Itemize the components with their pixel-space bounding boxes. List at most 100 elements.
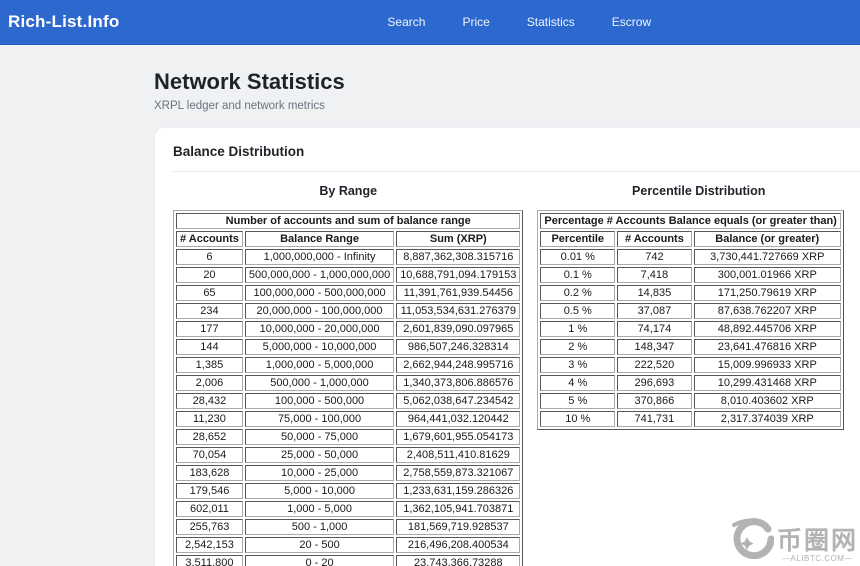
table-cell: 0.1 % [540,267,616,283]
table-cell: 181,569,719.928537 [396,519,521,535]
table-cell: 11,053,534,631.276379 [396,303,521,319]
watermark-cn-text: 币圈网 [776,527,858,555]
table-row: 11,230 75,000 - 100,000 964,441,032.120442 [176,411,521,427]
table-row: 65 100,000,000 - 500,000,000 11,391,761,93… [176,285,521,301]
table-cell: 2,662,944,248.995716 [396,357,521,373]
column-header-percentile: Percentile [540,231,616,247]
table-cell: 370,866 [617,393,692,409]
table-cell: 500 - 1,000 [244,519,395,535]
balance-distribution-card: Balance Distribution By Range Number of … [154,127,860,566]
table-cell: 11,230 [176,411,243,427]
table-row: 3 % 222,520 15,009.996933 XRP [540,357,841,373]
table-cell: 1,385 [176,357,243,373]
table-row: 179,546 5,000 - 10,000 1,233,631,159.28632… [176,483,521,499]
table-cell: 37,087 [617,303,692,319]
coin-circle-logo-icon [730,515,775,564]
table-cell: 2,542,153 [176,537,243,553]
table-row: 2 % 148,347 23,641.476816 XRP [540,339,841,355]
table-row: 0.5 % 37,087 87,638.762207 XRP [540,303,841,319]
table-cell: 7,418 [617,267,692,283]
table-cell: 5,000 - 10,000 [244,483,395,499]
table-cell: 48,892.445706 XRP [693,321,841,337]
table-cell: 5 % [540,393,616,409]
table-cell: 8,010.403602 XRP [693,393,841,409]
table-row: 3,511,800 0 - 20 23,743,366.73288 [176,555,521,566]
table-cell: 2,758,559,873.321067 [396,465,521,481]
table-cell: 20 - 500 [244,537,395,553]
table-cell: 70,054 [176,447,243,463]
table-cell: 0.2 % [540,285,616,301]
table-cell: 500,000 - 1,000,000 [244,375,395,391]
table-cell: 6 [176,249,243,265]
table-row: 28,652 50,000 - 75,000 1,679,601,955.05417… [176,429,521,445]
table-caption: Number of accounts and sum of balance ra… [176,213,521,229]
table-row: 177 10,000,000 - 20,000,000 2,601,839,090.… [176,321,521,337]
table-cell: 500,000,000 - 1,000,000,000 [244,267,395,283]
table-cell: 10 % [540,411,616,427]
table-caption-row: Percentage # Accounts Balance equals (or… [540,213,841,229]
by-range-heading: By Range [319,184,378,198]
table-row: 602,011 1,000 - 5,000 1,362,105,941.703871 [176,501,521,517]
table-cell: 100,000,000 - 500,000,000 [244,285,395,301]
table-cell: 10,000,000 - 20,000,000 [244,321,395,337]
table-row: 1,385 1,000,000 - 5,000,000 2,662,944,248.… [176,357,521,373]
nav-item-escrow[interactable]: Escrow [611,15,652,29]
table-row: 5 % 370,866 8,010.403602 XRP [540,393,841,409]
table-cell: 10,299.431468 XRP [693,375,841,391]
main-nav: Search Price Statistics Escrow [387,15,651,29]
column-header-balance-greater: Balance (or greater) [693,231,841,247]
card-divider [173,171,860,172]
table-cell: 11,391,761,939.54456 [396,285,521,301]
table-cell: 255,763 [176,519,243,535]
table-row: 234 20,000,000 - 100,000,000 11,053,534,63… [176,303,521,319]
table-cell: 177 [176,321,243,337]
table-cell: 1,000,000 - 5,000,000 [244,357,395,373]
percentile-section: Percentile Distribution Percentage # Acc… [537,184,860,566]
table-cell: 1,233,631,159.286326 [396,483,521,499]
table-cell: 28,432 [176,393,243,409]
table-cell: 742 [617,249,692,265]
table-cell: 25,000 - 50,000 [244,447,395,463]
table-row: 2,006 500,000 - 1,000,000 1,340,373,806.88… [176,375,521,391]
table-cell: 3,730,441.727669 XRP [693,249,841,265]
site-watermark: 币圈网 —ALIBTC.COM— [730,515,858,564]
table-cell: 28,652 [176,429,243,445]
table-cell: 3,511,800 [176,555,243,566]
table-caption: Percentage # Accounts Balance equals (or… [540,213,841,229]
watermark-text-block: 币圈网 —ALIBTC.COM— [777,528,858,564]
table-cell: 4 % [540,375,616,391]
table-cell: 65 [176,285,243,301]
table-cell: 5,000,000 - 10,000,000 [244,339,395,355]
brand-logo[interactable]: Rich-List.Info [8,12,120,31]
table-cell: 300,001.01966 XRP [693,267,841,283]
card-title: Balance Distribution [173,144,305,159]
table-cell: 148,347 [617,339,692,355]
table-cell: 1,679,601,955.054173 [396,429,521,445]
table-cell: 0 - 20 [244,555,395,566]
nav-item-statistics[interactable]: Statistics [526,15,575,29]
table-cell: 2 % [540,339,616,355]
nav-item-price[interactable]: Price [462,15,490,29]
table-row: 2,542,153 20 - 500 216,496,208.400534 [176,537,521,553]
table-cell: 74,174 [617,321,692,337]
table-cell: 5,062,038,647.234542 [396,393,521,409]
nav-item-search[interactable]: Search [387,15,426,29]
table-cell: 75,000 - 100,000 [244,411,395,427]
percentile-heading: Percentile Distribution [632,184,766,198]
table-cell: 964,441,032.120442 [396,411,521,427]
table-cell: 0.01 % [540,249,616,265]
table-cell: 10,688,791,094.179153 [396,267,521,283]
page-subtitle: XRPL ledger and network metrics [154,100,325,112]
table-cell: 144 [176,339,243,355]
table-cell: 14,835 [617,285,692,301]
column-header-accounts: # Accounts [176,231,243,247]
tables-row: By Range Number of accounts and sum of b… [173,184,860,566]
table-cell: 0.5 % [540,303,616,319]
watermark-site-text: —ALIBTC.COM— [782,554,853,563]
by-range-section: By Range Number of accounts and sum of b… [173,184,524,566]
table-cell: 8,887,362,308.315716 [396,249,521,265]
table-cell: 986,507,246.328314 [396,339,521,355]
table-cell: 10,000 - 25,000 [244,465,395,481]
table-cell: 20 [176,267,243,283]
table-cell: 234 [176,303,243,319]
